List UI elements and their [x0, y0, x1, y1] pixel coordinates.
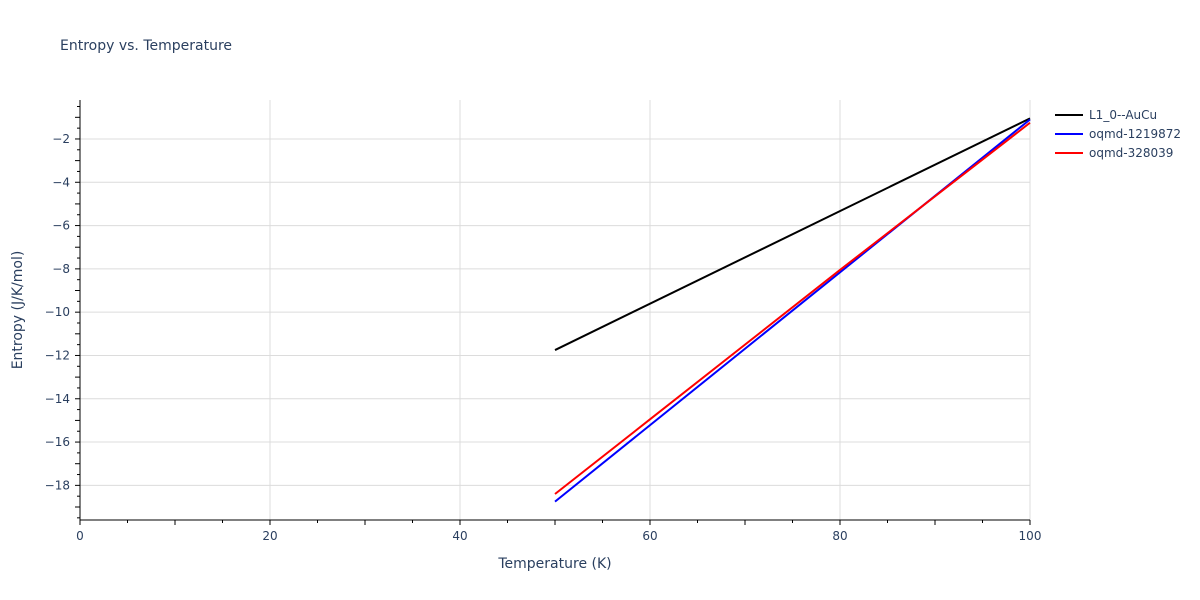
x-tick-label: 40 — [452, 529, 467, 543]
y-tick-label: −12 — [45, 348, 70, 362]
chart-title: Entropy vs. Temperature — [60, 38, 232, 54]
x-tick-label: 60 — [642, 529, 657, 543]
y-tick-label: −10 — [45, 305, 70, 319]
legend-item-L1_0--AuCu[interactable]: L1_0--AuCu — [1055, 108, 1157, 122]
x-axis-title: Temperature (K) — [497, 556, 611, 572]
y-tick-label: −16 — [45, 435, 70, 449]
series-line-L1_0--AuCu — [554, 117, 1031, 351]
y-tick-label: −2 — [52, 132, 70, 146]
y-tick-label: −14 — [45, 392, 70, 406]
legend[interactable]: L1_0--AuCu oqmd-1219872 oqmd-328039 — [1055, 108, 1181, 160]
legend-label: oqmd-328039 — [1089, 146, 1173, 160]
legend-label: oqmd-1219872 — [1089, 127, 1181, 141]
axis-layer: 0 20 40 60 80 100 −2 −4 −6 −8 −10 −12 −14 −16 −18 — [45, 100, 1042, 543]
x-tick-label: 80 — [832, 529, 847, 543]
y-tick-label: −4 — [52, 175, 70, 189]
legend-item-oqmd-328039[interactable]: oqmd-328039 — [1055, 146, 1173, 160]
y-tick-label: −8 — [52, 262, 70, 276]
legend-label: L1_0--AuCu — [1089, 108, 1157, 122]
plot-layer — [554, 117, 1031, 503]
x-tick-label: 20 — [262, 529, 277, 543]
x-tick-label: 0 — [76, 529, 84, 543]
series-line-oqmd-328039 — [554, 121, 1031, 495]
y-tick-label: −6 — [52, 219, 70, 233]
legend-item-oqmd-1219872[interactable]: oqmd-1219872 — [1055, 127, 1181, 141]
grid-layer — [80, 100, 1031, 520]
y-axis-title: Entropy (J/K/mol) — [10, 251, 26, 370]
y-tick-label: −18 — [45, 478, 70, 492]
x-tick-label: 100 — [1019, 529, 1042, 543]
